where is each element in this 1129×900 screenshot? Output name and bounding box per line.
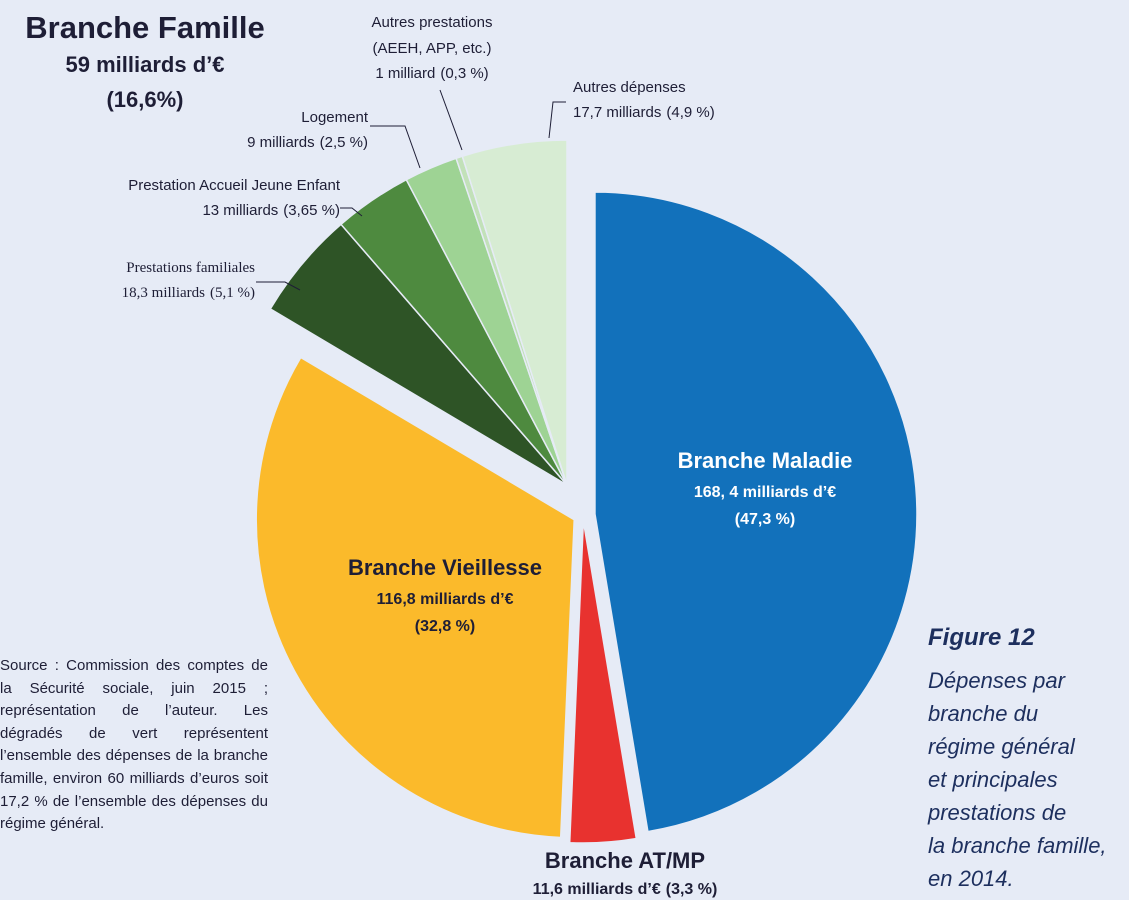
slice-detail: (AEEH, APP, etc.) [373, 40, 492, 57]
slice-amount: 116,8 milliards d’€ [377, 591, 514, 608]
caption-line: branche du [928, 701, 1038, 726]
slice-name: Prestations familiales [126, 260, 255, 276]
slice-value: (3,65 %) [283, 202, 340, 219]
family-title: Branche Famille [25, 10, 264, 45]
slice-value: (32,8 %) [415, 618, 475, 635]
slice-amount: 18,3 milliards [122, 285, 205, 301]
slice-name: Branche AT/MP [545, 848, 705, 873]
figure-label: Figure 12 [928, 624, 1035, 651]
slice-label: 13 milliards (3,65 %) [202, 202, 340, 219]
slice-label: 11,6 milliards d’€ (3,3 %) [533, 881, 718, 898]
pie-slice [255, 356, 575, 839]
leader-line [439, 89, 463, 151]
slice-value: (3,3 %) [666, 881, 718, 898]
leader-line [548, 101, 566, 139]
slice-value: (47,3 %) [735, 511, 795, 528]
caption-line: prestations de [927, 800, 1066, 825]
caption-line: la branche famille, [928, 833, 1107, 858]
source-note: Source : Commission des comptes de la Sé… [0, 657, 268, 833]
slice-label: 9 milliards (2,5 %) [247, 134, 368, 151]
slice-amount: 9 milliards [247, 134, 315, 151]
slice-amount: 11,6 milliards d’€ [533, 881, 661, 898]
pie-slice [594, 191, 918, 833]
slice-name: Autres prestations [372, 14, 493, 31]
slice-name: Logement [301, 109, 369, 126]
pie-slice [568, 520, 638, 844]
caption-line: régime général [928, 734, 1076, 759]
slice-name: Prestation Accueil Jeune Enfant [128, 177, 341, 194]
slice-name: Autres dépenses [573, 79, 686, 96]
caption-line: Dépenses par [928, 668, 1067, 693]
slice-name: Branche Vieillesse [348, 555, 542, 580]
slice-amount: 168, 4 milliards d’€ [694, 484, 836, 501]
figure-caption: Dépenses par branche du régime général et p… [927, 668, 1107, 891]
caption-line: en 2014. [928, 866, 1014, 891]
family-amount: 59 milliards d’€ [66, 52, 225, 77]
leader-lines [256, 89, 566, 291]
family-share: (16,6%) [106, 87, 183, 112]
leader-line [370, 125, 421, 169]
slice-amount: 13 milliards [202, 202, 278, 219]
pie [255, 139, 918, 844]
slice-amount: 17,7 milliards [573, 104, 661, 121]
leader-line [340, 207, 363, 217]
slice-value: (0,3 %) [440, 65, 488, 82]
slice-value: (4,9 %) [666, 104, 714, 121]
slice-label: 1 milliard (0,3 %) [375, 65, 488, 82]
slice-label: 17,7 milliards (4,9 %) [573, 104, 715, 121]
pie-slice [461, 139, 568, 486]
leader-line [256, 281, 301, 291]
slice-value: (5,1 %) [210, 285, 255, 301]
caption-line: et principales [928, 767, 1058, 792]
slice-value: (2,5 %) [320, 134, 368, 151]
slice-amount: 1 milliard [375, 65, 435, 82]
slice-name: Branche Maladie [678, 448, 853, 473]
slice-label: 18,3 milliards (5,1 %) [122, 285, 255, 301]
